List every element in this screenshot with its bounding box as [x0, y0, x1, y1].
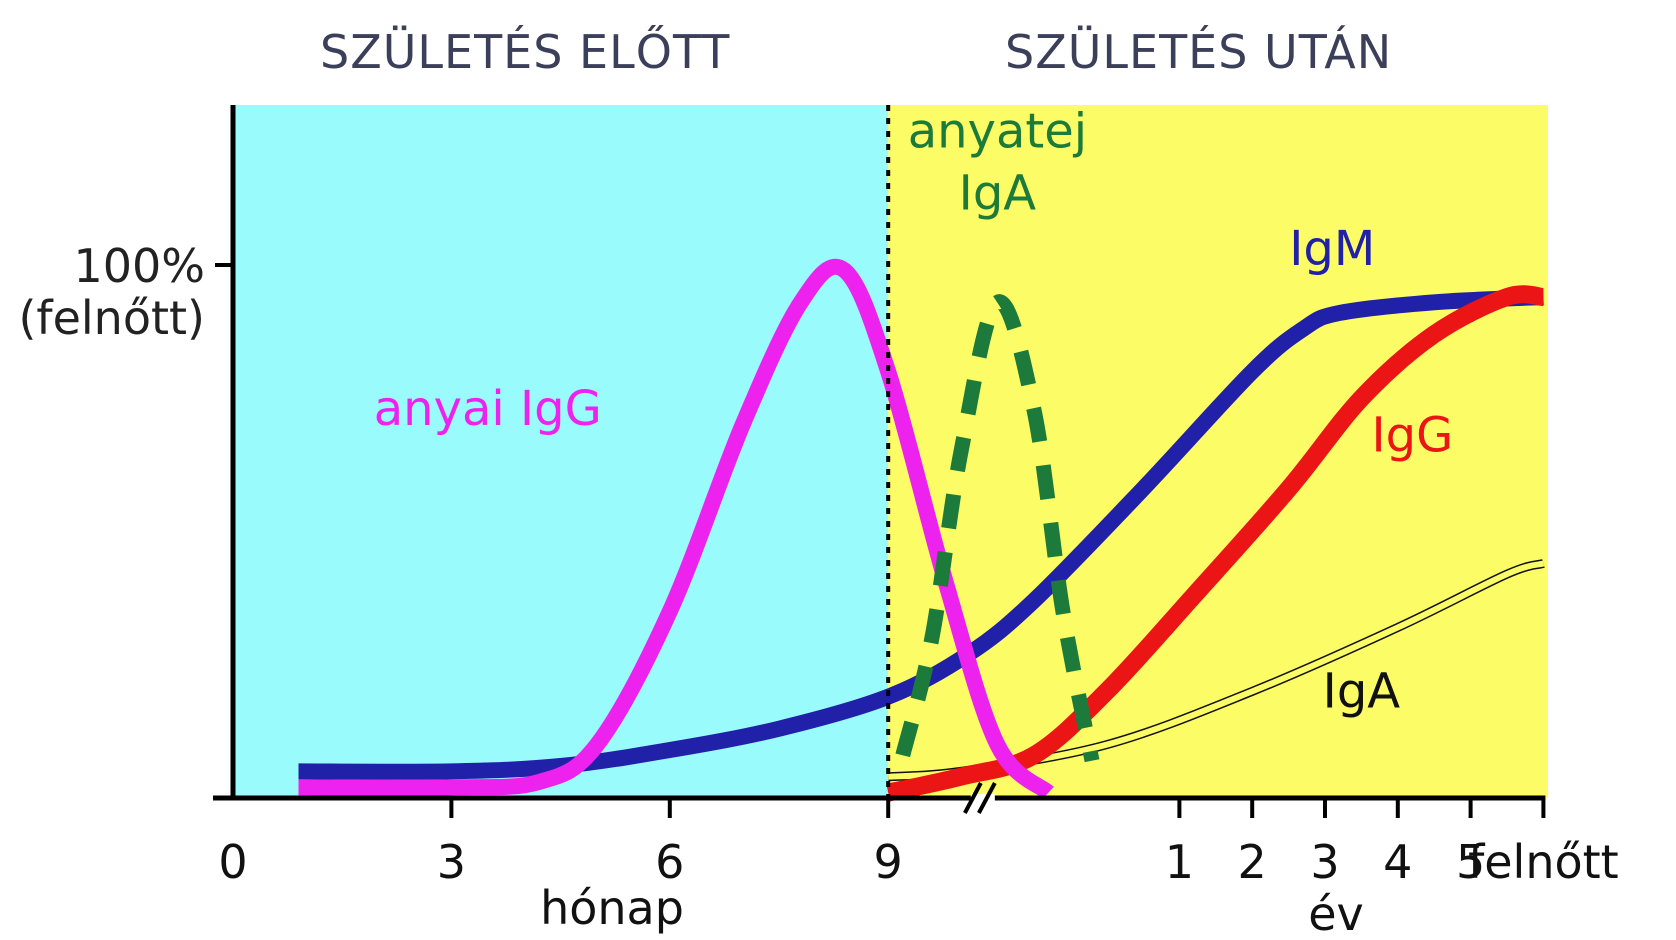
series-igm-line [298, 288, 1544, 780]
axis-break-gap [970, 794, 995, 802]
x-unit-years: év [1308, 887, 1364, 940]
x-tick-label-4: 4 [1383, 835, 1412, 889]
region-after-birth [888, 105, 1548, 798]
x-tick-label-9: 9 [874, 835, 903, 889]
x-tick-label-3: 3 [1310, 835, 1339, 889]
series-anyatej-iga-line [895, 294, 1100, 763]
region-before-birth [233, 105, 889, 798]
series-label-anyatej-iga-0: anyatej [908, 104, 1087, 160]
series-label-anyatej-iga-1: IgA [959, 166, 1037, 222]
axis-break-slash-2 [977, 782, 997, 814]
series-label-igg: IgG [1371, 408, 1453, 464]
series-label-iga: IgA [1323, 663, 1401, 719]
axis-break-slash-1 [963, 782, 983, 814]
series-labels: IgM IgG IgA anyai IgG anyatej IgA [374, 104, 1454, 720]
x-unit-months: hónap [540, 881, 684, 935]
x-tick-label-3: 3 [437, 835, 466, 889]
y-label-line-0: 100% [73, 239, 205, 293]
series-group [298, 258, 1545, 802]
header-after-birth: SZÜLETÉS UTÁN [1005, 25, 1392, 79]
y-label-line-1: (felnőtt) [18, 291, 205, 345]
series-label-anyai-igg: anyai IgG [374, 381, 602, 437]
x-tick-label-6: 6 [655, 835, 684, 889]
header-before-birth: SZÜLETÉS ELŐTT [320, 25, 730, 79]
background-regions [233, 105, 1548, 798]
series-label-igm: IgM [1289, 221, 1375, 277]
x-tick-label-2: 2 [1238, 835, 1267, 889]
y-axis-label: 100%(felnőtt) [18, 239, 205, 345]
x-tick-label-feln-tt: felnőtt [1468, 835, 1619, 889]
x-tick-label-5: 5 [1456, 835, 1485, 889]
x-tick-label-1: 1 [1165, 835, 1194, 889]
x-tick-label-0: 0 [218, 835, 247, 889]
